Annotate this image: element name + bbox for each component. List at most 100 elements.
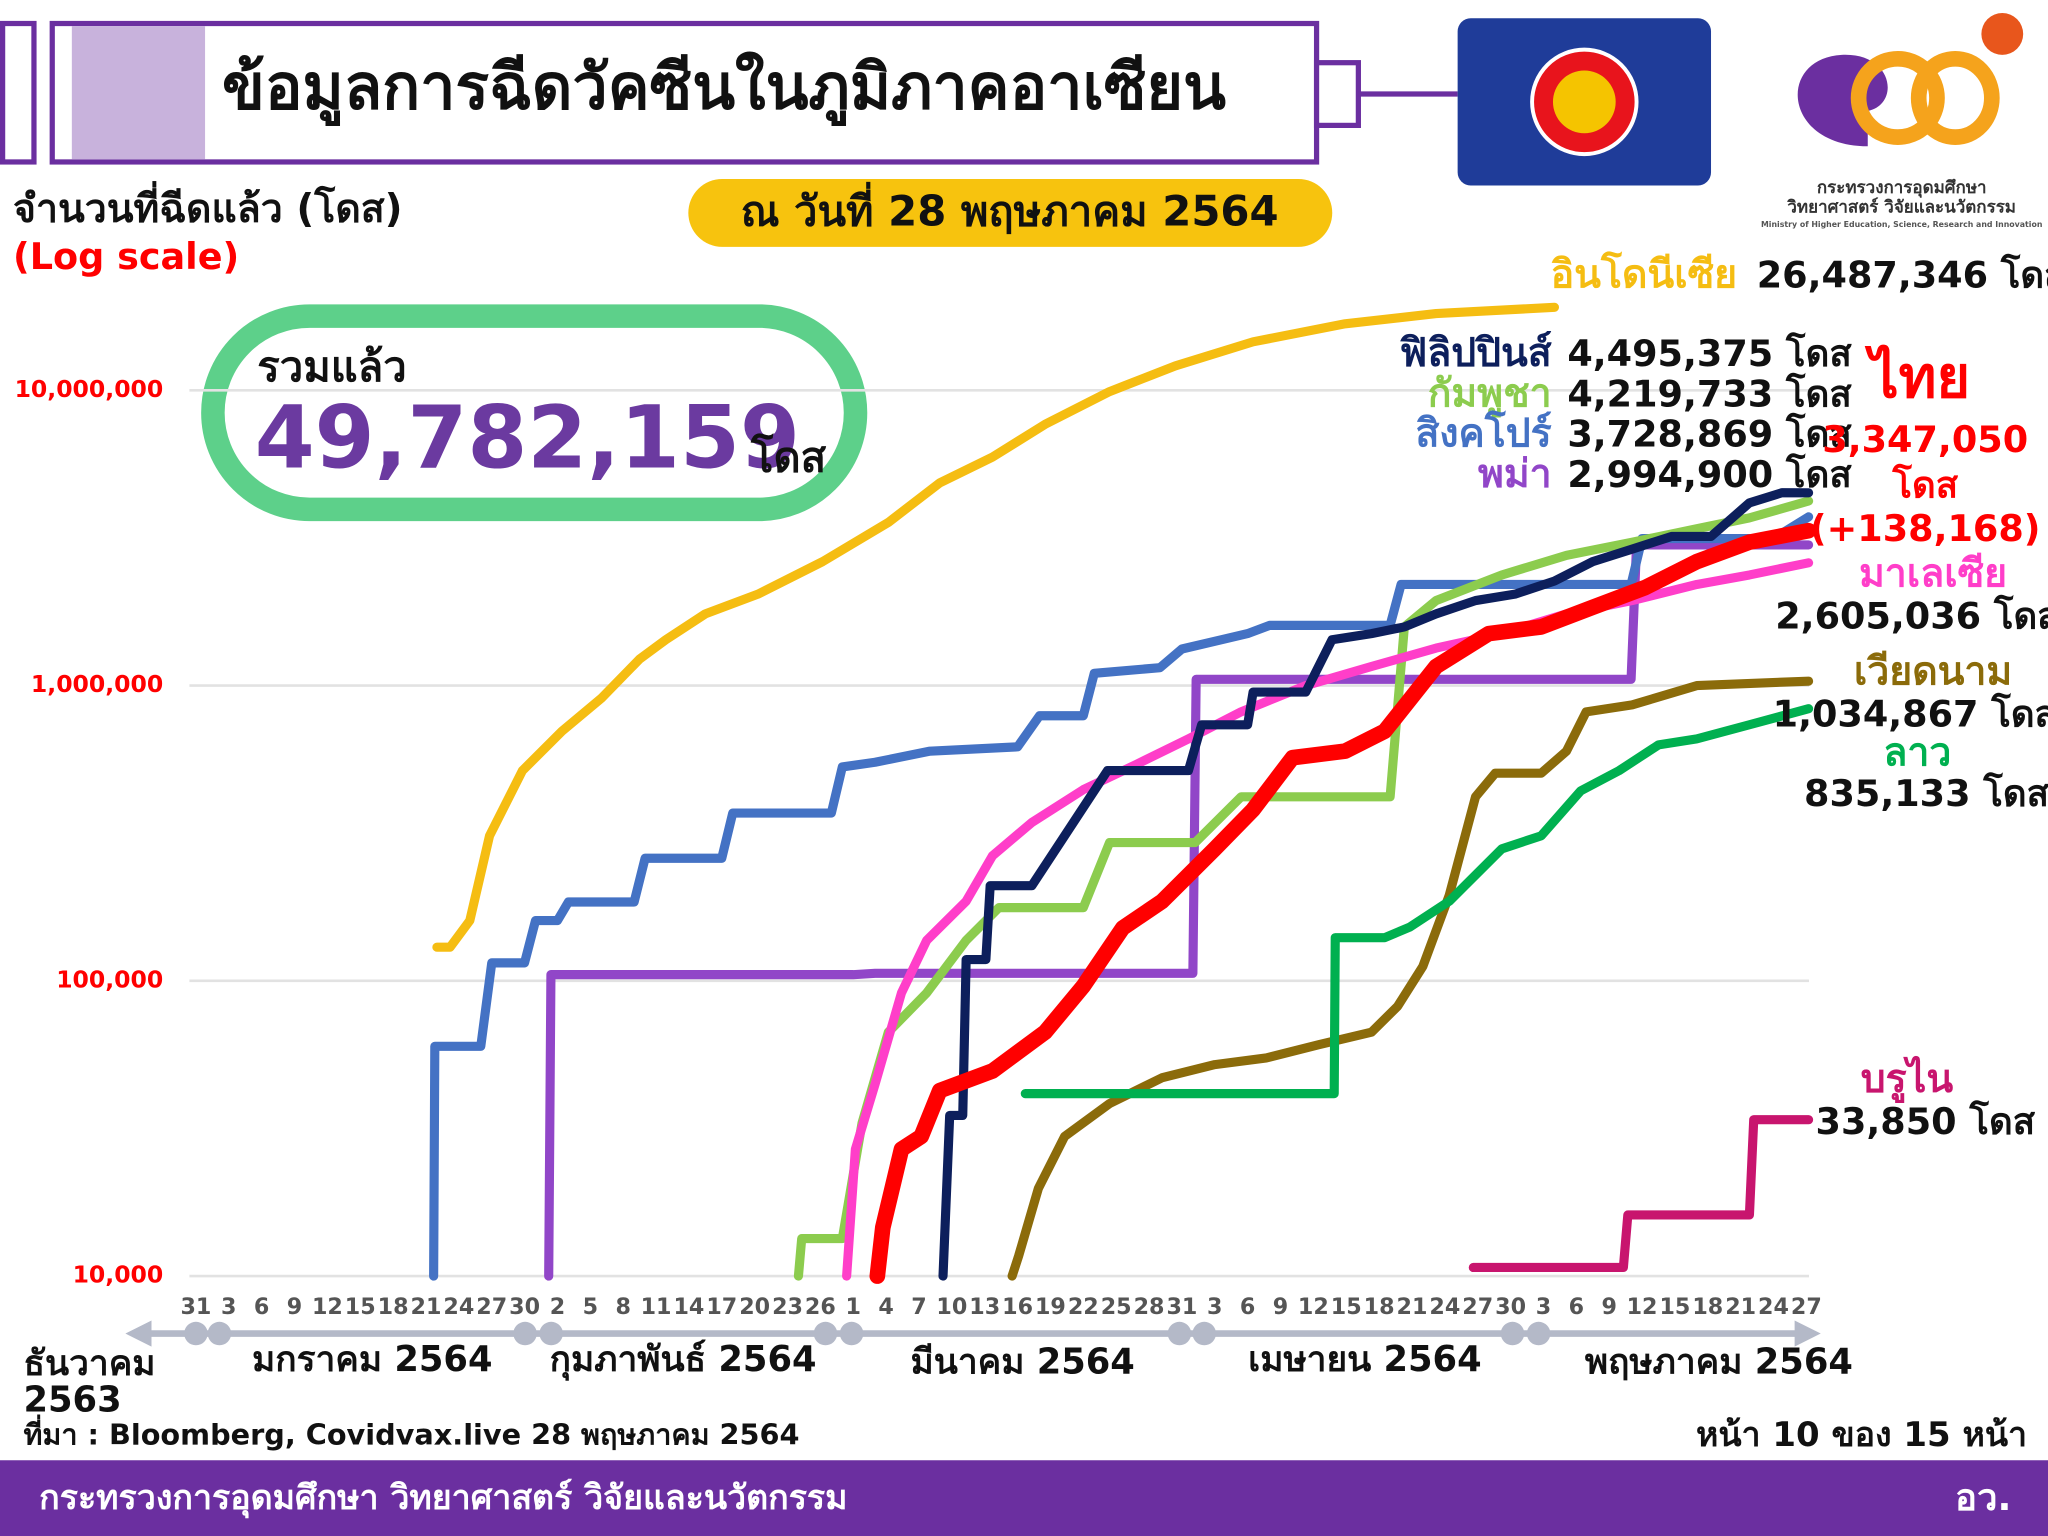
x-axis-arrow-right [1794,1320,1821,1347]
y-tick-label: 10,000 [73,1261,164,1289]
ministry-en: Ministry of Higher Education, Science, R… [1761,220,2042,229]
x-tick-label: 31 [1166,1294,1197,1320]
x-tick-label: 18 [1692,1294,1723,1320]
x-tick-label: 1 [846,1294,861,1320]
x-tick-label: 30 [1495,1294,1526,1320]
asean-emblem-rice [1552,70,1616,134]
month-label: มีนาคม 2564 [911,1342,1135,1383]
x-tick-label: 27 [1462,1294,1493,1320]
x-tick-label: 12 [1627,1294,1658,1320]
x-tick-label: 24 [1429,1294,1460,1320]
end-value-label: 3,728,869 โดส [1567,413,1852,456]
legend-label: พม่า [1478,452,1552,497]
x-tick-label: 28 [1134,1294,1165,1320]
footer-bar [0,1460,2048,1536]
y-tick-label: 10,000,000 [15,375,164,403]
legend-label: สิงคโปร์ [1415,410,1551,457]
x-tick-label: 3 [1207,1294,1222,1320]
x-tick-label: 18 [1364,1294,1395,1320]
ministry-th-1: กระทรวงการอุดมศึกษา [1817,178,1987,198]
x-tick-label: 6 [1569,1294,1584,1320]
logo-orange-2 [1910,50,2000,145]
date: ณ วันที่ 28 พฤษภาคม 2564 [741,182,1279,236]
end-value-label: 4,495,375 โดส [1567,332,1852,375]
source: ที่มา : Bloomberg, Covidvax.live 28 พฤษภ… [24,1414,800,1452]
scale-note: (Log scale) [13,235,239,278]
x-tick-label: 31 [180,1294,211,1320]
end-value-label: 2,605,036 โดส [1775,594,2048,637]
syringe-body [49,20,1320,165]
x-tick-label: 4 [878,1294,893,1320]
x-tick-label: 18 [378,1294,409,1320]
x-tick-label: 10 [936,1294,967,1320]
x-tick-label: 24 [1758,1294,1789,1320]
x-tick-label: 15 [1331,1294,1362,1320]
y-tick-label: 100,000 [56,965,163,993]
x-tick-label: 15 [1659,1294,1690,1320]
x-tick-label: 17 [706,1294,737,1320]
total-title: รวมแล้ว [257,342,406,391]
month-markers [184,1321,1551,1346]
y-axis-label: จำนวนที่ฉีดแล้ว (โดส) [13,181,403,232]
x-tick-label: 26 [805,1294,836,1320]
month-label: กุมภาพันธ์ 2564 [550,1339,817,1381]
x-tick-label: 12 [312,1294,343,1320]
x-tick-label: 19 [1035,1294,1066,1320]
footer-abbr: อว. [1955,1476,2011,1519]
x-tick-label: 6 [254,1294,269,1320]
month-label: มกราคม 2564 [252,1339,493,1380]
end-value-label: 2,994,900 โดส [1567,453,1852,496]
x-tick-label: 8 [615,1294,630,1320]
x-tick-label: 15 [345,1294,376,1320]
x-tick-label: 22 [1068,1294,1099,1320]
x-tick-label: 14 [673,1294,704,1320]
x-tick-label: 16 [1002,1294,1033,1320]
legend-label: ไทย [1864,344,1970,411]
series-line [1468,1115,1814,1273]
x-tick-label: 20 [739,1294,770,1320]
end-value-label: 835,133 โดส [1804,772,2048,815]
footer-ministry: กระทรวงการอุดมศึกษา วิทยาศาสตร์ วิจัยและ… [39,1478,847,1519]
month-label: 2563 [24,1379,122,1420]
end-value-label: 4,219,733 โดส [1567,372,1852,415]
x-tick-label: 21 [411,1294,442,1320]
change-label: (+138,168) [1810,507,2041,550]
total-pill [201,304,868,522]
syringe-fill [71,26,206,160]
legend-label: ฟิลิปปินส์ [1400,330,1552,376]
x-tick-label: 3 [221,1294,236,1320]
end-value-label: 1,034,867 โดส [1773,692,2048,735]
page-title: ข้อมูลการฉีดวัคซีนในภูมิภาคอาเซียน [222,51,1226,127]
legend-label: กัมพูชา [1428,371,1552,417]
legend-label: ลาว [1883,730,1951,775]
syringe-tip [1313,60,1361,128]
x-tick-label: 2 [550,1294,565,1320]
page-number: หน้า 10 ของ 15 หน้า [1696,1415,2027,1455]
logo-atom [1981,13,2024,55]
x-tick-label: 6 [1240,1294,1255,1320]
x-tick-label: 5 [583,1294,598,1320]
x-tick-label: 9 [287,1294,302,1320]
end-unit-label: โดส [1891,464,1958,507]
end-value-label: 3,347,050 [1822,418,2028,461]
series-line [938,488,1814,1281]
x-tick-label: 9 [1273,1294,1288,1320]
series-line [1020,704,1814,1099]
x-tick-label: 9 [1601,1294,1616,1320]
end-value-label: 26,487,346 โดส [1757,253,2048,296]
x-tick-label: 30 [509,1294,540,1320]
x-tick-label: 13 [969,1294,1000,1320]
month-label: เมษายน 2564 [1248,1339,1481,1380]
legend-label: เวียดนาม [1854,649,2012,694]
x-tick-label: 21 [1725,1294,1756,1320]
x-tick-label: 27 [476,1294,507,1320]
x-tick-label: 12 [1298,1294,1329,1320]
plunger [0,20,37,165]
y-tick-label: 1,000,000 [31,670,163,698]
month-label: ธันวาคม [24,1343,156,1384]
legend-label: บรูไน [1861,1055,1954,1103]
logo-orange-1 [1850,50,1945,145]
x-tick-label: 25 [1101,1294,1132,1320]
